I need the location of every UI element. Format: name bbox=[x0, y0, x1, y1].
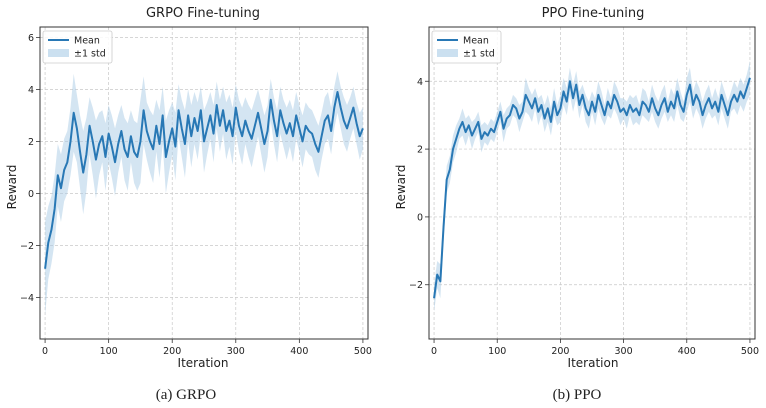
ppo-x-tick-label: 500 bbox=[741, 346, 759, 357]
grpo-x-tick-label: 500 bbox=[354, 346, 372, 357]
ppo-x-tick-label: 0 bbox=[431, 346, 437, 357]
grpo-y-ticks: −4 −2 0 2 4 6 bbox=[20, 33, 40, 304]
grpo-x-ticks: 0 100 200 300 400 500 bbox=[42, 339, 372, 357]
grpo-y-tick-label: −2 bbox=[20, 241, 34, 252]
grpo-x-tick-label: 200 bbox=[163, 346, 181, 357]
grpo-mean-line bbox=[44, 91, 364, 269]
grpo-x-tick-label: 0 bbox=[42, 346, 48, 357]
grpo-y-tick-label: −4 bbox=[20, 293, 34, 304]
grpo-std-band bbox=[45, 71, 363, 316]
grpo-mean-line-group bbox=[44, 91, 364, 269]
ppo-grid bbox=[429, 27, 755, 339]
grpo-y-tick-label: 2 bbox=[28, 137, 34, 148]
grpo-std-band-group bbox=[45, 71, 363, 316]
ppo-legend-std-swatch bbox=[437, 49, 458, 57]
ppo-std-band bbox=[434, 60, 750, 312]
ppo-x-tick-label: 100 bbox=[488, 346, 506, 357]
grpo-x-tick-label: 300 bbox=[227, 346, 245, 357]
ppo-y-tick-label: 2 bbox=[417, 145, 423, 156]
ppo-y-tick-label: 4 bbox=[417, 77, 423, 88]
ppo-std-band-group bbox=[434, 60, 750, 312]
grpo-y-tick-label: 0 bbox=[28, 189, 34, 200]
grpo-panel: GRPO Fine-tuning 0 100 200 300 400 500 −4 −2 0 2… bbox=[5, 6, 372, 403]
grpo-y-tick-label: 4 bbox=[28, 85, 34, 96]
ppo-x-tick-label: 400 bbox=[678, 346, 696, 357]
ppo-y-axis-label: Reward bbox=[394, 165, 408, 210]
grpo-legend-std-label: ±1 std bbox=[74, 49, 106, 60]
ppo-chart-title: PPO Fine-tuning bbox=[542, 6, 645, 21]
ppo-mean-line bbox=[433, 77, 751, 299]
ppo-x-axis-label: Iteration bbox=[568, 356, 619, 370]
grpo-legend: Mean ±1 std bbox=[42, 30, 113, 64]
ppo-legend: Mean ±1 std bbox=[431, 30, 502, 64]
ppo-x-ticks: 0 100 200 300 400 500 bbox=[431, 339, 759, 357]
grpo-caption: (a) GRPO bbox=[156, 387, 217, 403]
grpo-legend-mean-label: Mean bbox=[74, 36, 100, 47]
grpo-legend-std-swatch bbox=[48, 49, 69, 57]
ppo-mean-line-group bbox=[433, 77, 751, 299]
ppo-y-tick-label: 0 bbox=[417, 212, 423, 223]
grpo-grid bbox=[40, 27, 368, 339]
grpo-y-axis-label: Reward bbox=[5, 165, 19, 210]
ppo-x-tick-label: 300 bbox=[615, 346, 633, 357]
ppo-y-tick-label: −2 bbox=[409, 280, 423, 291]
ppo-y-ticks: −2 0 2 4 bbox=[409, 77, 429, 291]
grpo-x-tick-label: 400 bbox=[290, 346, 308, 357]
ppo-caption: (b) PPO bbox=[553, 387, 602, 403]
ppo-x-tick-label: 200 bbox=[551, 346, 569, 357]
grpo-chart-title: GRPO Fine-tuning bbox=[146, 6, 260, 21]
grpo-x-tick-label: 100 bbox=[100, 346, 118, 357]
grpo-axes-frame bbox=[39, 26, 369, 340]
grpo-x-axis-label: Iteration bbox=[178, 356, 229, 370]
ppo-legend-std-label: ±1 std bbox=[463, 49, 495, 60]
ppo-panel: PPO Fine-tuning 0 100 200 300 400 500 −2 0 2 4 I… bbox=[394, 6, 759, 403]
ppo-legend-mean-label: Mean bbox=[463, 36, 489, 47]
grpo-y-tick-label: 6 bbox=[28, 33, 34, 44]
ppo-axes-frame bbox=[428, 26, 756, 340]
